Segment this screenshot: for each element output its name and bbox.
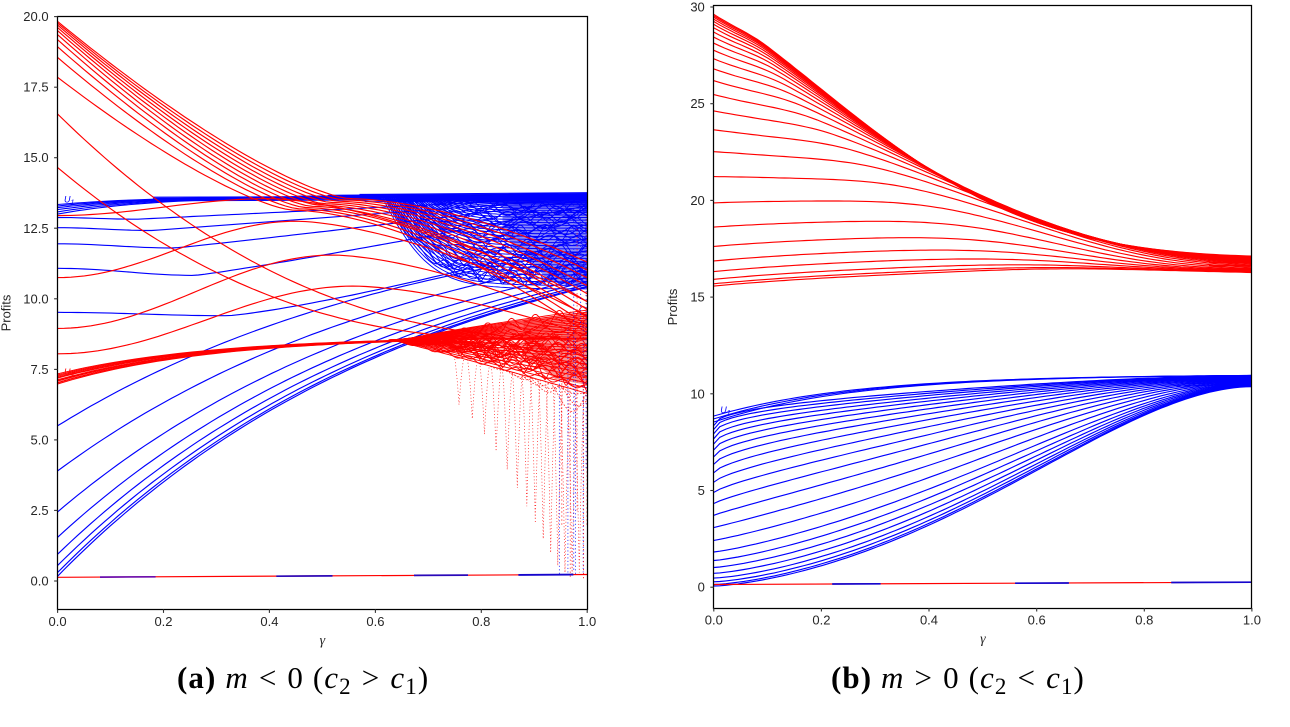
svg-text:17.5: 17.5 [23, 80, 48, 95]
svg-text:0: 0 [698, 580, 705, 595]
svg-text:5: 5 [698, 483, 705, 498]
svg-text:Profits: Profits [665, 288, 680, 325]
svg-text:γ: γ [980, 632, 986, 647]
svg-text:0.4: 0.4 [920, 613, 938, 628]
svg-text:γ: γ [320, 633, 326, 648]
svg-text:1.0: 1.0 [578, 614, 596, 629]
svg-text:1.0: 1.0 [1243, 613, 1261, 628]
svg-text:30: 30 [690, 0, 704, 15]
svg-text:5.0: 5.0 [31, 432, 49, 447]
svg-text:U1: U1 [64, 194, 75, 206]
svg-text:0.6: 0.6 [366, 614, 384, 629]
svg-text:10.0: 10.0 [23, 291, 48, 306]
svg-text:0.8: 0.8 [472, 614, 490, 629]
svg-text:0.6: 0.6 [1028, 613, 1046, 628]
svg-text:0.0: 0.0 [705, 613, 723, 628]
svg-text:7.5: 7.5 [31, 362, 49, 377]
svg-text:0.0: 0.0 [31, 574, 49, 589]
svg-text:12.5: 12.5 [23, 221, 48, 236]
svg-text:0.4: 0.4 [260, 614, 278, 629]
svg-text:Profits: Profits [0, 294, 14, 331]
svg-text:0.8: 0.8 [1135, 613, 1153, 628]
svg-text:10: 10 [690, 386, 704, 401]
svg-text:15.0: 15.0 [23, 150, 48, 165]
svg-text:15: 15 [690, 290, 704, 305]
svg-text:0.2: 0.2 [154, 614, 172, 629]
svg-text:2.5: 2.5 [31, 503, 49, 518]
svg-text:20: 20 [690, 193, 704, 208]
svg-text:0.2: 0.2 [812, 613, 830, 628]
svg-text:U2: U2 [64, 367, 75, 379]
svg-text:20.0: 20.0 [23, 9, 48, 24]
svg-text:25: 25 [690, 96, 704, 111]
svg-text:0.0: 0.0 [49, 614, 67, 629]
svg-text:U1: U1 [720, 405, 731, 417]
